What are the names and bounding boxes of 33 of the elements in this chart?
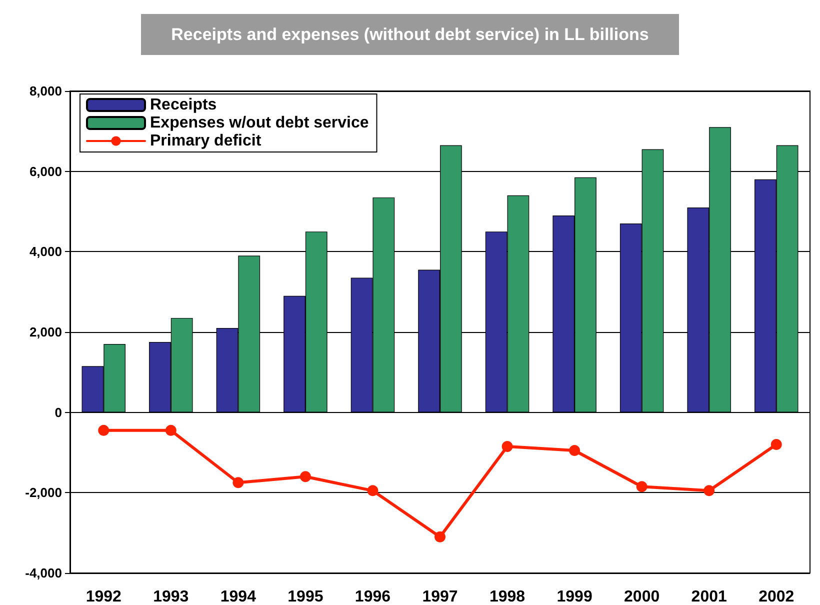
- point: [704, 485, 715, 496]
- x-tick-label: 1999: [556, 588, 592, 605]
- point: [165, 424, 176, 436]
- chart-title: Receipts and expenses (without debt service) in LL billions: [171, 25, 649, 44]
- y-tick-label: 8,000: [29, 84, 62, 98]
- x-tick-label: 2001: [691, 588, 727, 605]
- point: [502, 440, 513, 452]
- legend-label: Receipts: [150, 96, 217, 114]
- x-tick-label: 2000: [624, 588, 660, 605]
- point: [569, 444, 580, 456]
- x-tick-label: 1996: [354, 588, 391, 605]
- y-tick-label: 2,000: [29, 324, 62, 340]
- legend-label: Expenses w/out debt service: [150, 114, 369, 132]
- point: [636, 481, 648, 492]
- y-tick-label: -4,000: [25, 566, 62, 580]
- x-tick-label: 1992: [86, 588, 122, 605]
- x-tick-label: 2002: [758, 588, 794, 605]
- x-tick-label: 1994: [220, 588, 256, 605]
- y-tick-label: 4,000: [29, 244, 62, 260]
- point: [98, 424, 110, 436]
- legend-label: Primary deficit: [150, 132, 262, 150]
- y-tick-label: -2,000: [25, 485, 62, 500]
- x-tick-label: 1997: [422, 588, 458, 605]
- x-tick-label: 1998: [489, 588, 526, 605]
- x-tick-label: 1993: [153, 588, 189, 605]
- y-tick-label: 6,000: [29, 164, 62, 179]
- point: [770, 438, 782, 450]
- point: [434, 531, 446, 542]
- point: [367, 485, 378, 496]
- y-tick-label: 0: [54, 404, 62, 420]
- point: [232, 477, 244, 488]
- point: [300, 471, 311, 482]
- x-tick-label: 1995: [288, 588, 324, 605]
